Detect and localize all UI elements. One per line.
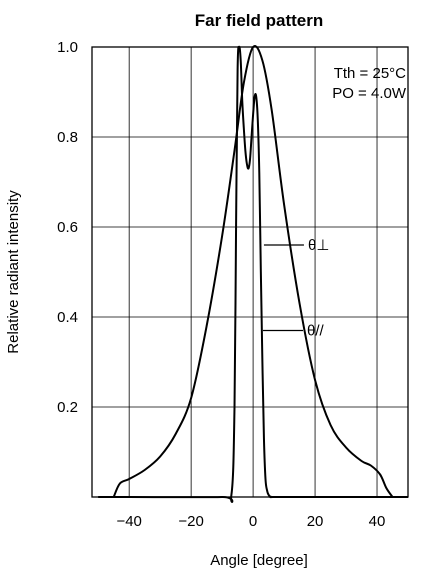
series-line-1: [98, 45, 409, 503]
axis-ticks: −40 −20 0 20 40 0.2 0.4 0.6 0.8 1.0: [57, 39, 385, 530]
y-tick-label: 0.6: [57, 219, 78, 236]
series-group: [98, 45, 409, 503]
series-label-1: θ//: [307, 323, 325, 340]
y-tick-label: 1.0: [57, 39, 78, 56]
y-tick-label: 0.2: [57, 399, 78, 416]
series-line-0: [112, 45, 394, 498]
y-tick-label: 0.4: [57, 309, 78, 326]
x-axis-label: Angle [degree]: [210, 552, 308, 569]
series-labels: θ⊥ θ//: [263, 237, 329, 340]
chart-title: Far field pattern: [195, 11, 323, 30]
annotation-temperature: Tth = 25°C: [334, 65, 406, 82]
series-label-0: θ⊥: [308, 237, 329, 254]
x-tick-label: 40: [369, 513, 386, 530]
y-tick-label: 0.8: [57, 129, 78, 146]
x-tick-label: −40: [116, 513, 141, 530]
x-tick-label: 20: [307, 513, 324, 530]
grid: [92, 46, 408, 497]
x-tick-label: −20: [178, 513, 203, 530]
plot-frame: [91, 46, 409, 498]
y-axis-label: Relative radiant intensity: [5, 190, 22, 354]
x-tick-label: 0: [249, 513, 257, 530]
annotation-power: PO = 4.0W: [332, 85, 407, 102]
